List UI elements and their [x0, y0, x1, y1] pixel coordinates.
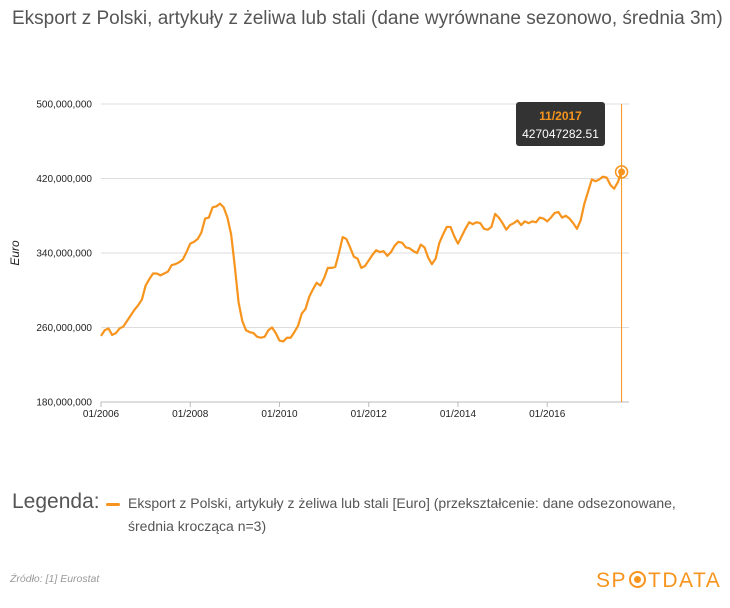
source-note: Źródło: [1] Eurostat [10, 573, 100, 585]
legend-entry[interactable]: Eksport z Polski, artykuły z żeliwa lub … [128, 495, 676, 534]
y-tick-label: 180,000,000 [36, 398, 92, 409]
y-tick-label: 500,000,000 [36, 100, 92, 111]
logo-o-icon [629, 571, 647, 588]
x-tick-label: 01/2008 [172, 409, 209, 420]
x-tick-label: 01/2006 [83, 409, 120, 420]
tooltip-date: 11/2017 [539, 109, 582, 123]
x-tick-label: 01/2016 [529, 409, 566, 420]
x-tick-label: 01/2010 [261, 409, 298, 420]
y-axis: 180,000,000 260,000,000 340,000,000 420,000… [36, 100, 92, 409]
line-chart[interactable]: 180,000,000 260,000,000 340,000,000 420,000… [0, 0, 730, 470]
legend-title: Legenda: [12, 490, 100, 513]
y-tick-label: 260,000,000 [36, 323, 92, 334]
y-tick-label: 420,000,000 [36, 174, 92, 185]
tooltip-background [516, 102, 605, 146]
logo-left: SP [596, 569, 628, 592]
x-tick-label: 01/2012 [351, 409, 388, 420]
legend-swatch [106, 503, 120, 506]
y-axis-label: Euro [8, 240, 22, 266]
hover-point-ring [614, 165, 629, 179]
grid-lines [101, 103, 629, 403]
hover-point[interactable] [618, 168, 626, 176]
x-tick-label: 01/2014 [440, 409, 477, 420]
tooltip: 11/2017 427047282.51 [516, 102, 605, 146]
tooltip-value: 427047282.51 [522, 127, 599, 141]
series-line[interactable] [100, 171, 623, 343]
chart-title: Eksport z Polski, artykuły z żeliwa lub … [12, 8, 723, 29]
x-axis: 01/2006 01/2008 01/2010 01/2012 01/2014 01/20… [83, 402, 566, 420]
logo-right: TDATA [648, 569, 722, 592]
y-tick-label: 340,000,000 [36, 249, 92, 260]
spotdata-logo: SP TDATA [596, 569, 721, 593]
